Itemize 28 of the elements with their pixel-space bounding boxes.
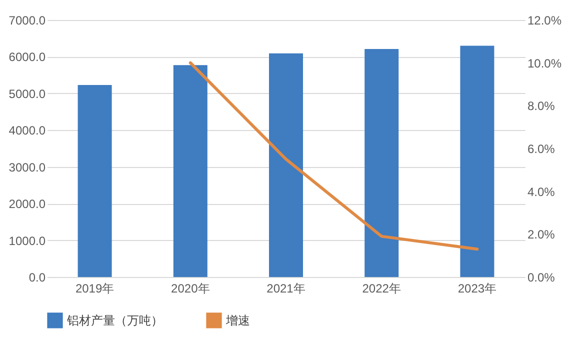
y2-tick-label: 0.0%: [528, 270, 556, 284]
y-tick-label: 0.0: [28, 270, 46, 284]
x-tick-label: 2023年: [458, 282, 497, 296]
x-tick-label: 2020年: [171, 282, 210, 296]
bar: [364, 49, 399, 277]
y-tick-label: 4000.0: [8, 124, 46, 138]
bar: [460, 46, 494, 277]
y-tick-label: 6000.0: [8, 50, 46, 64]
legend-label: 铝材产量（万吨）: [66, 313, 163, 328]
y2-tick-label: 10.0%: [528, 56, 562, 70]
y-tick-label: 5000.0: [8, 86, 46, 101]
x-tick-label: 2019年: [75, 282, 114, 296]
bar: [269, 53, 303, 277]
y-tick-label: 1000.0: [8, 234, 46, 248]
legend-label: 增速: [225, 313, 250, 328]
y2-tick-label: 12.0%: [528, 14, 562, 28]
x-tick-label: 2022年: [362, 282, 401, 296]
line-series: [188, 61, 479, 251]
bar: [173, 65, 208, 277]
bar: [78, 84, 112, 277]
x-tick-label: 2021年: [266, 282, 306, 296]
y2-tick-label: 6.0%: [528, 142, 556, 156]
y-tick-label: 2000.0: [8, 197, 46, 212]
y-tick-label: 3000.0: [8, 160, 46, 174]
y-tick-label: 7000.0: [8, 14, 46, 28]
y2-tick-label: 8.0%: [528, 99, 556, 114]
y2-tick-label: 2.0%: [528, 228, 556, 242]
y2-tick-label: 4.0%: [528, 184, 556, 199]
